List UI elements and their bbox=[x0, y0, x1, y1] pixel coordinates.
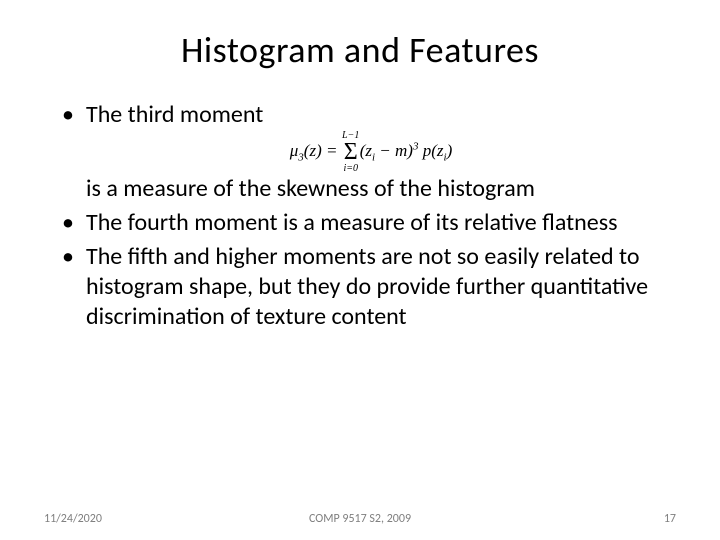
footer-course: COMP 9517 S2, 2009 bbox=[309, 512, 411, 526]
footer-date: 11/24/2020 bbox=[44, 512, 102, 526]
bullet-item-3: The fifth and higher moments are not so … bbox=[62, 242, 680, 332]
bullet-list-2: is a measure of the skewness of the hist… bbox=[62, 174, 680, 332]
sigma-icon: Σ bbox=[344, 139, 358, 165]
formula-sum-top: L−1 bbox=[342, 130, 359, 141]
formula-third-moment: μ3(z) = L−1Σi=0(zi − m)3 p(zi) bbox=[62, 140, 680, 164]
formula-p: p(z bbox=[418, 141, 443, 160]
slide-content: The third moment μ3(z) = L−1Σi=0(zi − m)… bbox=[40, 100, 680, 332]
formula-mu: μ bbox=[290, 141, 299, 160]
slide-footer: 11/24/2020 COMP 9517 S2, 2009 17 bbox=[0, 512, 720, 526]
slide-container: Histogram and Features The third moment … bbox=[0, 0, 720, 540]
bullet-list: The third moment bbox=[62, 100, 680, 130]
bullet-item-1: The third moment bbox=[62, 100, 680, 130]
formula-close: ) bbox=[447, 141, 453, 160]
footer-page-number: 17 bbox=[664, 512, 676, 526]
formula-minus-m: − m) bbox=[375, 141, 413, 160]
bullet-item-2: The fourth moment is a measure of its re… bbox=[62, 208, 680, 238]
formula-sum-bot: i=0 bbox=[343, 163, 358, 174]
bullet-1-continuation: is a measure of the skewness of the hist… bbox=[62, 174, 680, 204]
formula-lhs-arg: (z) = bbox=[304, 141, 342, 160]
slide-title: Histogram and Features bbox=[40, 28, 680, 72]
formula-zi: z bbox=[365, 141, 372, 160]
formula-sum: L−1Σi=0 bbox=[344, 140, 358, 164]
